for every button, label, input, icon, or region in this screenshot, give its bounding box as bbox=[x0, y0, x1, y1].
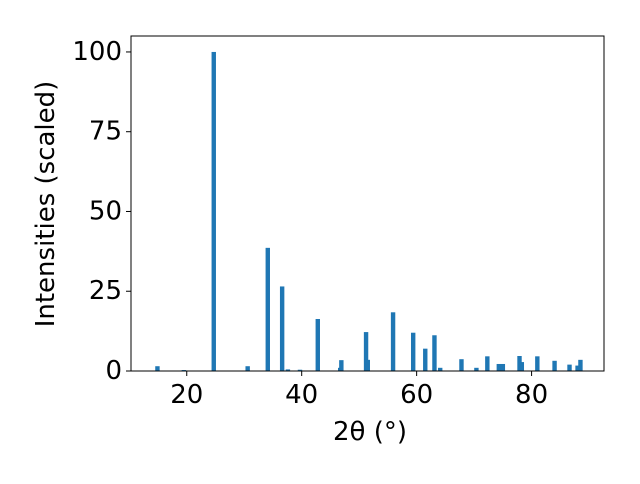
x-tick-label: 20 bbox=[170, 380, 203, 410]
bar bbox=[211, 51, 216, 371]
bar bbox=[423, 348, 428, 371]
bar bbox=[438, 367, 443, 371]
y-tick-label: 100 bbox=[72, 37, 122, 67]
y-axis-label: Intensities (scaled) bbox=[31, 81, 61, 328]
bar bbox=[567, 364, 572, 371]
plot-frame bbox=[130, 35, 605, 372]
bar bbox=[365, 359, 370, 371]
bar bbox=[575, 365, 580, 371]
bar bbox=[155, 366, 160, 371]
bar bbox=[265, 247, 270, 371]
bar bbox=[459, 359, 464, 371]
bar bbox=[578, 359, 583, 371]
x-tick-label: 40 bbox=[285, 380, 318, 410]
bar bbox=[245, 366, 250, 371]
x-tick-label: 80 bbox=[515, 380, 548, 410]
x-axis-label: 2θ (°) bbox=[333, 417, 407, 447]
bar bbox=[474, 367, 479, 371]
bar bbox=[517, 356, 522, 371]
bar bbox=[339, 360, 344, 371]
bar bbox=[496, 363, 502, 371]
bar bbox=[363, 332, 369, 371]
y-tick-label: 0 bbox=[105, 356, 122, 386]
bar bbox=[279, 286, 285, 371]
bar bbox=[315, 318, 320, 371]
bar bbox=[500, 363, 506, 371]
bar bbox=[285, 369, 291, 371]
bar bbox=[432, 335, 437, 371]
bar bbox=[519, 362, 525, 371]
x-tick-label: 60 bbox=[400, 380, 433, 410]
bar bbox=[410, 332, 416, 371]
bar bbox=[297, 369, 303, 371]
bar bbox=[535, 356, 540, 371]
bar bbox=[485, 356, 490, 371]
y-tick-label: 25 bbox=[89, 276, 122, 306]
y-tick-label: 50 bbox=[89, 196, 122, 226]
bar bbox=[390, 312, 396, 371]
y-tick-label: 75 bbox=[89, 117, 122, 147]
bar bbox=[552, 360, 557, 371]
